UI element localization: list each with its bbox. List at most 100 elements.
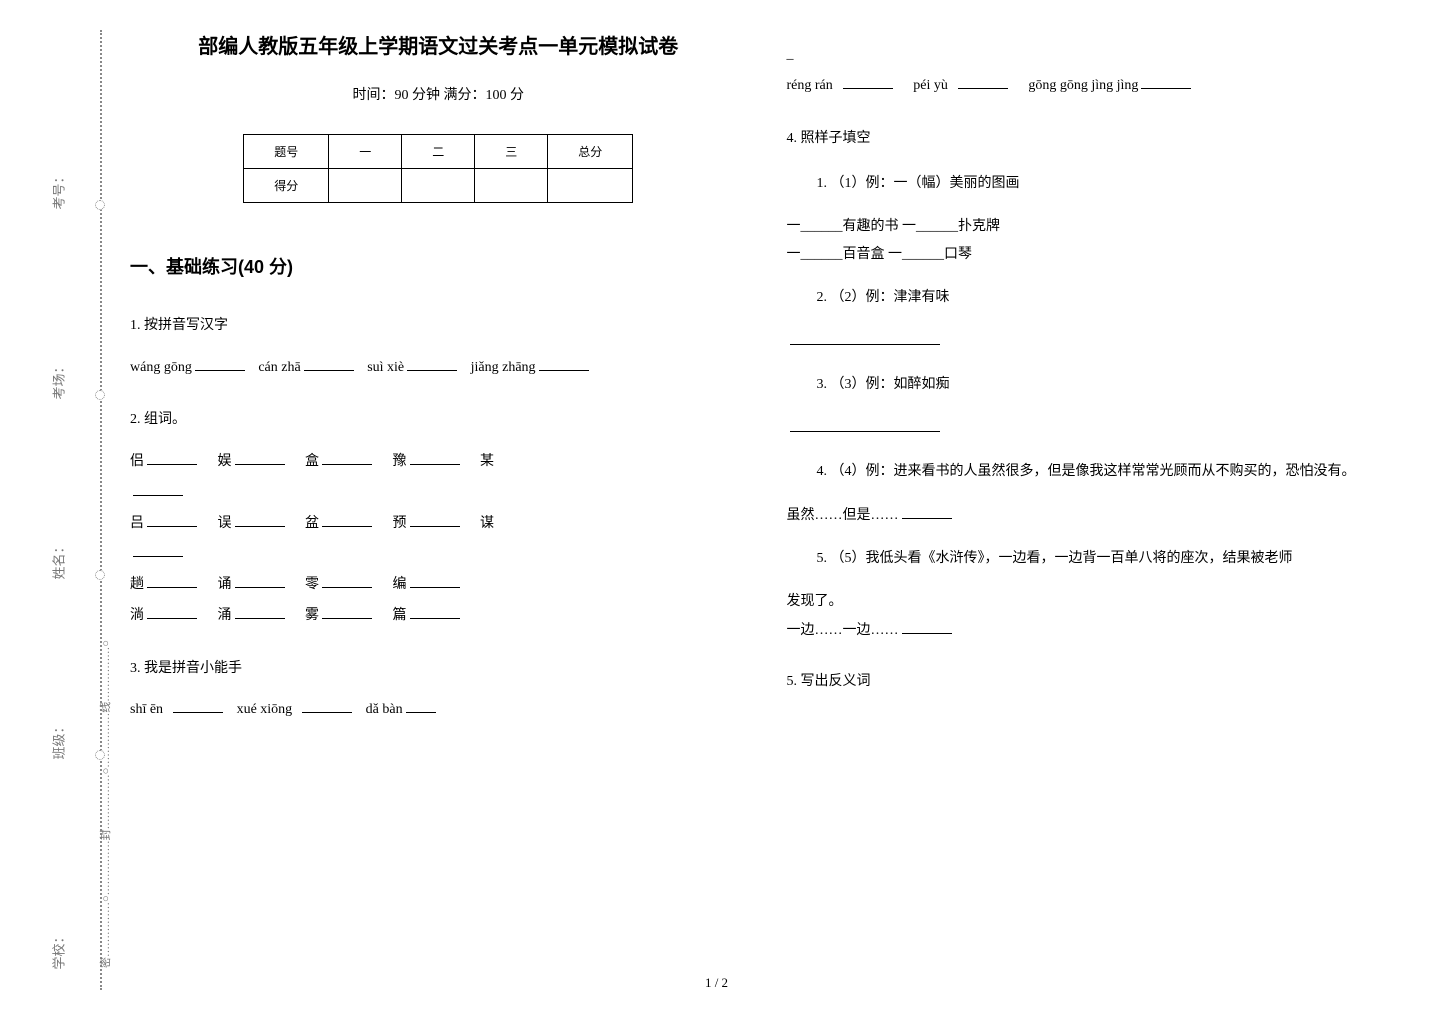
q3-label: 3. 我是拼音小能手 (130, 652, 747, 686)
q2-row-3: 趟 诵 零 编 (130, 570, 747, 601)
q2-label: 2. 组词。 (130, 403, 747, 437)
q3-items-line1: shī ēn xué xiōng dǎ bàn (130, 695, 747, 726)
q4-ex4-answer: 虽然……但是…… (787, 501, 1404, 530)
q2-row-1: 侣 娱 盒 豫 某 (130, 447, 747, 509)
question-1: 1. 按拼音写汉字 wáng gōng cán zhā suì xiè jiǎn… (130, 309, 747, 383)
q2-word: 雾 (305, 608, 319, 623)
q4-ex2-text: （2）例：津津有味 (831, 290, 950, 305)
blank (322, 447, 372, 465)
q4-ex5-num: 5. (817, 551, 828, 566)
q3-item-5: péi yù (913, 78, 948, 93)
blank (958, 71, 1008, 89)
blank (406, 695, 436, 713)
dotted-circle-2 (95, 390, 105, 400)
score-cell (475, 169, 548, 203)
q2-word: 盆 (305, 516, 319, 531)
q1-item-3: suì xiè (367, 360, 404, 375)
blank (322, 570, 372, 588)
score-cell (329, 169, 402, 203)
q4-example-1: 1. （1）例：一（幅）美丽的图画 (817, 170, 1404, 198)
score-col-3: 三 (475, 135, 548, 169)
q3-items-line2: _ réng rán péi yù gōng gōng jìng jìng (787, 40, 1404, 102)
sidebar-label-banji: 班级： (49, 720, 68, 759)
q2-word: 编 (393, 577, 407, 592)
q4-ex2-blank (787, 327, 1404, 356)
blank (539, 353, 589, 371)
q4-ex4-text: （4）例：进来看书的人虽然很多，但是像我这样常常光顾而从不购买的，恐怕没有。 (831, 464, 1356, 479)
q4-ex1-text: （1）例：一（幅）美丽的图画 (831, 176, 1020, 191)
q2-word: 预 (393, 516, 407, 531)
score-cell (548, 169, 633, 203)
q4-ex5-extra: 发现了。 一边……一边…… (787, 588, 1404, 645)
left-column: 部编人教版五年级上学期语文过关考点一单元模拟试卷 时间：90 分钟 满分：100… (130, 30, 747, 746)
q5-label: 5. 写出反义词 (787, 665, 1404, 699)
q4-ex4-label: 虽然……但是…… (787, 508, 899, 523)
blank (902, 501, 952, 519)
blank (147, 570, 197, 588)
q2-row-2: 吕 误 盆 预 谋 (130, 509, 747, 571)
score-table: 题号 一 二 三 总分 得分 (243, 134, 633, 203)
blank (410, 601, 460, 619)
q2-word: 谋 (480, 516, 494, 531)
divider-text: 密……………○……………封……………○……………线……………○ (97, 640, 113, 968)
q4-ex1-answers: 一______有趣的书 一______扑克牌 一______百音盒 一_____… (787, 213, 1404, 269)
q2-word: 淌 (130, 608, 144, 623)
q2-word: 趟 (130, 577, 144, 592)
q2-word: 侣 (130, 454, 144, 469)
q4-example-5: 5. （5）我低头看《水浒传》，一边看，一边背一百单八将的座次，结果被老师 (817, 545, 1404, 573)
dotted-circle-1 (95, 200, 105, 210)
table-row: 得分 (244, 169, 633, 203)
sidebar-label-kaohao: 考号： (49, 170, 68, 209)
q2-word: 涌 (218, 608, 232, 623)
q3-item-1: shī ēn (130, 702, 163, 717)
blank (304, 353, 354, 371)
q2-word: 吕 (130, 516, 144, 531)
blank (173, 695, 223, 713)
sidebar-label-xuexiao: 学校： (49, 930, 68, 969)
page-title: 部编人教版五年级上学期语文过关考点一单元模拟试卷 (130, 30, 747, 59)
q3-item-4: réng rán (787, 78, 833, 93)
blank (410, 509, 460, 527)
blank (410, 447, 460, 465)
blank (407, 353, 457, 371)
blank (302, 695, 352, 713)
blank (133, 478, 183, 496)
blank-long (790, 414, 940, 432)
q1-item-4: jiǎng zhāng (471, 360, 536, 375)
blank (235, 509, 285, 527)
section-1-header: 一、基础练习(40 分) (130, 253, 747, 279)
q2-word: 误 (218, 516, 232, 531)
q3-item-6: gōng gōng jìng jìng (1028, 78, 1138, 93)
q4-ex5-extra-text: 发现了。 (787, 594, 843, 609)
q2-word: 盒 (305, 454, 319, 469)
q3-item-3: dǎ bàn (366, 702, 403, 717)
q1-item-1: wáng gōng (130, 360, 192, 375)
q4-label: 4. 照样子填空 (787, 122, 1404, 156)
q2-word: 某 (480, 454, 494, 469)
q4-ex2-num: 2. (817, 290, 828, 305)
q4-example-4: 4. （4）例：进来看书的人虽然很多，但是像我这样常常光顾而从不购买的，恐怕没有… (817, 458, 1404, 486)
blank (235, 601, 285, 619)
right-column: _ réng rán péi yù gōng gōng jìng jìng 4.… (787, 30, 1404, 746)
q1-label: 1. 按拼音写汉字 (130, 309, 747, 343)
q4-ex3-blank (787, 414, 1404, 443)
q4-ex3-num: 3. (817, 377, 828, 392)
blank (322, 601, 372, 619)
score-header-label: 题号 (244, 135, 329, 169)
blank (133, 539, 183, 557)
question-3: 3. 我是拼音小能手 shī ēn xué xiōng dǎ bàn (130, 652, 747, 726)
q4-example-3: 3. （3）例：如醉如痴 (817, 371, 1404, 399)
q1-item-2: cán zhā (258, 360, 300, 375)
blank (843, 71, 893, 89)
q4-ex4-num: 4. (817, 464, 828, 479)
blank (322, 509, 372, 527)
q2-word: 豫 (393, 454, 407, 469)
page-subtitle: 时间：90 分钟 满分：100 分 (130, 84, 747, 104)
q1-items: wáng gōng cán zhā suì xiè jiǎng zhāng (130, 353, 747, 384)
blank (235, 570, 285, 588)
blank (410, 570, 460, 588)
blank (195, 353, 245, 371)
blank-long (790, 327, 940, 345)
q2-word: 篇 (393, 608, 407, 623)
q4-ex5-text: （5）我低头看《水浒传》，一边看，一边背一百单八将的座次，结果被老师 (831, 551, 1293, 566)
